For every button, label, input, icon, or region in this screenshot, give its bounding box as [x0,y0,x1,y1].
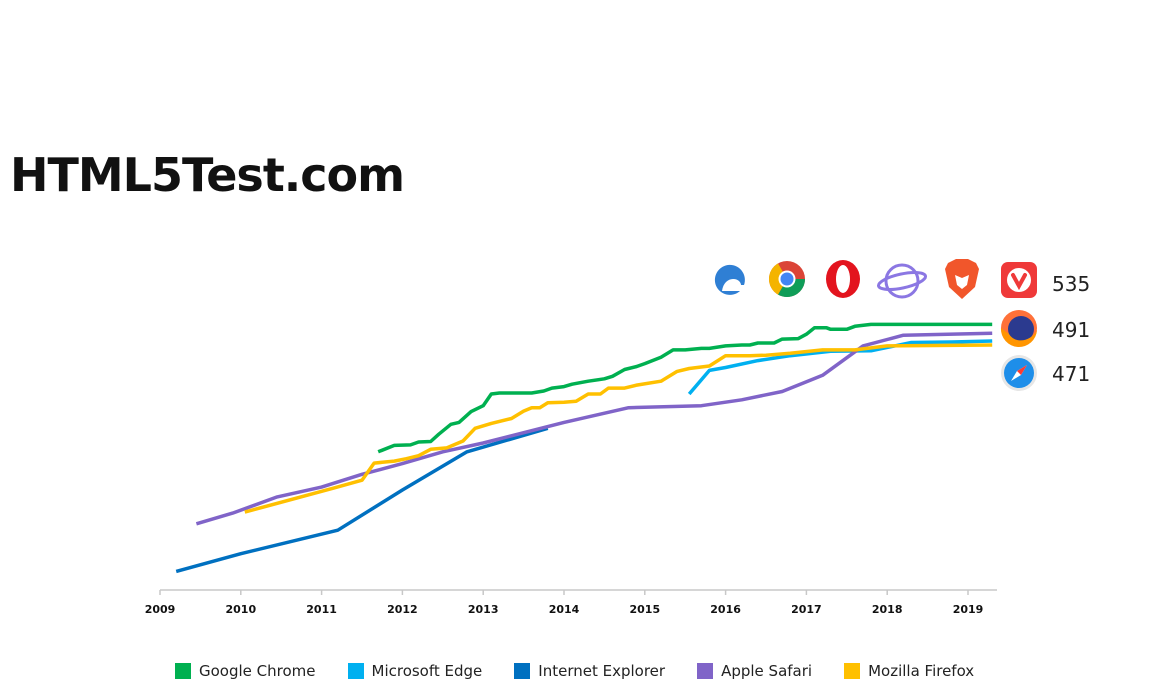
legend-swatch [844,663,861,679]
chart-legend: Google Chrome Microsoft Edge Internet Expl… [175,662,1006,680]
x-tick-label: 2017 [791,603,822,616]
brave-icon [945,259,979,299]
score-label-471: 471 [1052,362,1091,386]
chrome-icon [768,261,805,298]
samsung-internet-icon [876,263,928,299]
firefox-icon [1000,310,1037,348]
legend-label: Google Chrome [199,662,316,680]
legend-label: Apple Safari [721,662,813,680]
score-label-535: 535 [1052,272,1091,296]
series-line-apple-safari [195,331,993,526]
legend-item: Apple Safari [697,662,812,680]
legend-swatch [514,663,531,679]
series-line-google-chrome [377,322,993,454]
opera-icon [826,260,860,298]
x-tick-label: 2018 [872,603,903,616]
x-tick-label: 2012 [387,603,418,616]
legend-swatch [347,663,364,679]
score-label-491: 491 [1052,318,1091,342]
x-tick-label: 2015 [629,603,660,616]
x-tick-label: 2011 [306,603,337,616]
series-line-internet-explorer [175,426,549,574]
legend-label: Internet Explorer [538,662,666,680]
safari-icon [1001,355,1037,391]
legend-item: Microsoft Edge [347,662,483,680]
x-tick-label: 2010 [225,603,256,616]
legend-item: Internet Explorer [514,662,665,680]
series-line-microsoft-edge [687,339,993,396]
legend-swatch [175,663,191,679]
series-lines [175,322,993,574]
legend-item: Google Chrome [175,662,316,680]
edge-icon [714,264,745,295]
legend-label: Microsoft Edge [371,662,483,680]
x-tick-label: 2009 [145,603,176,616]
series-line-mozilla-firefox [244,343,993,514]
x-tick-label: 2016 [710,603,741,616]
legend-item: Mozilla Firefox [844,662,974,680]
x-axis: 2009 2010 2011 2012 2013 2014 2015 2016 2017 2018… [145,589,997,616]
vivaldi-icon [1001,262,1037,298]
legend-swatch [697,663,714,679]
x-tick-label: 2019 [953,603,984,616]
page-title: HTML5Test.com [10,148,405,202]
x-tick-label: 2014 [549,603,580,616]
x-tick-label: 2013 [468,603,499,616]
legend-label: Mozilla Firefox [868,662,975,680]
